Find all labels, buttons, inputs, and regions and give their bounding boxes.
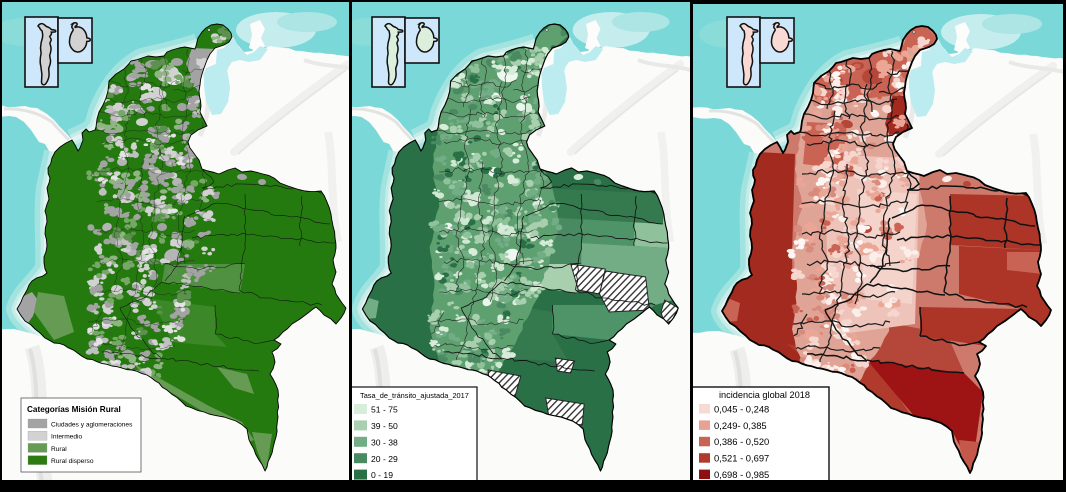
svg-text:Ciudades y aglomeraciones: Ciudades y aglomeraciones [51, 422, 133, 429]
svg-text:incidencia global 2018: incidencia global 2018 [719, 390, 810, 400]
svg-text:Categorías Misión Rural: Categorías Misión Rural [27, 405, 121, 414]
svg-text:Rural disperso: Rural disperso [51, 458, 94, 465]
svg-text:51 - 75: 51 - 75 [371, 405, 398, 415]
svg-text:30 - 38: 30 - 38 [371, 437, 398, 447]
svg-text:0,521 - 0,697: 0,521 - 0,697 [714, 453, 769, 464]
svg-text:20 - 29: 20 - 29 [371, 454, 398, 464]
svg-text:39 - 50: 39 - 50 [371, 421, 398, 431]
svg-text:Tasa_de_tránsito_ajustada_2017: Tasa_de_tránsito_ajustada_2017 [360, 391, 469, 400]
svg-text:Rural: Rural [51, 446, 67, 453]
svg-text:Intermedio: Intermedio [51, 434, 82, 441]
svg-text:0 - 19: 0 - 19 [371, 470, 393, 480]
svg-text:0,698 - 0,985: 0,698 - 0,985 [714, 469, 769, 480]
svg-text:0,249- 0,385: 0,249- 0,385 [714, 420, 767, 431]
svg-text:0,386 - 0,520: 0,386 - 0,520 [714, 436, 769, 447]
svg-text:0,045 - 0,248: 0,045 - 0,248 [714, 403, 769, 414]
